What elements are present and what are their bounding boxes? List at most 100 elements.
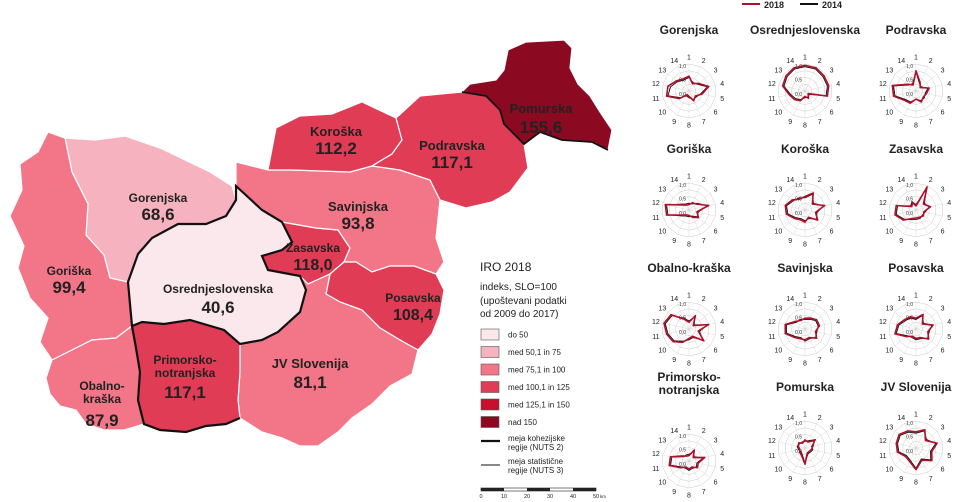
radar-axis-label-4-12: 13 [775, 186, 783, 193]
radar-spoke-3-13 [677, 185, 690, 211]
radar-spoke-1-6 [804, 90, 817, 116]
radar-spoke-2-2 [915, 74, 938, 92]
radar-axis-label-5-8: 9 [899, 238, 903, 245]
radar-spoke-0-2 [688, 74, 711, 92]
radar-axis-label-5-11: 12 [879, 200, 887, 207]
radar-title-8: Posavska [888, 261, 944, 275]
radar-axis-label-6-10: 11 [652, 334, 659, 341]
radar-spoke-10-3 [804, 441, 832, 449]
radar-ring-label-1-2: 0,0 [795, 92, 802, 98]
radar-spoke-1-8 [793, 90, 806, 116]
radar-axis-label-3-6: 7 [702, 238, 706, 245]
radar-axis-label-2-1: 2 [929, 58, 933, 65]
radar-axis-label-7-6: 7 [818, 357, 822, 364]
radar-axis-label-7-9: 10 [775, 348, 783, 355]
region-value-pomurska: 155,6 [520, 118, 563, 137]
radar-ring-label-7-0: 1,0 [795, 302, 802, 308]
radar-spoke-7-4 [804, 328, 832, 336]
radar-spoke-8-10 [889, 328, 917, 336]
radar-spoke-6-9 [667, 328, 690, 346]
radar-axis-label-11-10: 11 [879, 453, 886, 460]
radar-spoke-9-4 [688, 460, 716, 468]
radar-spoke-9-8 [677, 460, 690, 486]
legend-class-label-4: med 125,1 in 150 [508, 401, 570, 410]
radar-ring-label-5-2: 0,0 [906, 211, 913, 217]
radar-spoke-11-4 [915, 447, 943, 455]
legend-class-label-1: med 50,1 in 75 [508, 348, 561, 357]
radar-spoke-3-6 [688, 209, 701, 235]
radar-axis-label-11-8: 9 [899, 476, 903, 483]
radar-axis-label-8-6: 7 [929, 357, 933, 364]
radar-axis-label-9-5: 6 [714, 480, 718, 487]
radar-axis-label-5-2: 3 [941, 186, 945, 193]
radar-axis-label-1-0: 1 [803, 55, 807, 62]
radar-spoke-0-11 [662, 84, 690, 92]
radar-spoke-11-1 [915, 423, 928, 449]
radar-series-2014-1 [783, 66, 828, 100]
radar-spoke-6-11 [662, 322, 690, 330]
radar-spoke-7-1 [804, 304, 817, 330]
radar-spoke-8-3 [915, 322, 943, 330]
radar-spoke-4-4 [804, 209, 832, 217]
legend-swatch-0 [480, 328, 500, 341]
radar-axis-label-2-6: 7 [929, 119, 933, 126]
radar-spoke-2-1 [915, 66, 928, 92]
radar-series-2018-6 [663, 313, 710, 344]
radar-axis-label-8-12: 13 [886, 305, 894, 312]
radar-spoke-0-3 [688, 84, 716, 92]
radar-axis-label-3-0: 1 [687, 174, 691, 181]
radar-title-9: Primorsko-notranjska [657, 370, 720, 397]
radar-series-2018-3 [664, 201, 710, 219]
radar-axis-label-10-3: 4 [836, 438, 840, 445]
radar-spoke-3-3 [688, 203, 716, 211]
radar-axis-label-3-13: 14 [670, 177, 678, 184]
radar-axis-label-1-12: 13 [775, 67, 783, 74]
legend-class-label-3: med 100,1 in 125 [508, 383, 570, 392]
radar-axis-label-3-10: 11 [652, 215, 659, 222]
radar-axis-label-10-11: 12 [768, 438, 776, 445]
radar-axis-label-5-10: 11 [879, 215, 886, 222]
radar-axis-label-6-12: 13 [659, 305, 667, 312]
radar-spoke-5-2 [915, 193, 938, 211]
radar-spoke-7-8 [793, 328, 806, 354]
radar-spoke-0-6 [688, 90, 701, 116]
radar-axis-label-8-10: 11 [879, 334, 886, 341]
legend-note-1: (upoštevani podatki [480, 296, 567, 307]
radar-axis-label-5-0: 1 [914, 174, 918, 181]
radar-axis-label-8-9: 10 [886, 348, 894, 355]
radar-axis-label-4-7: 8 [803, 242, 807, 249]
radar-axis-label-6-3: 4 [720, 319, 724, 326]
radar-axis-label-6-1: 2 [702, 296, 706, 303]
radar-title-1: Osrednjeslovenska [750, 23, 860, 37]
radar-axis-label-10-1: 2 [818, 415, 822, 422]
radar-axis-label-3-12: 13 [659, 186, 667, 193]
legend-2014-label: 2014 [822, 0, 842, 10]
radar-axis-label-8-2: 3 [941, 305, 945, 312]
region-value-osrednjeslovenska: 40,6 [201, 298, 234, 317]
region-name-jv-slovenija: JV Slovenija [272, 356, 349, 371]
radar-spoke-4-6 [804, 209, 817, 235]
scale-tick-40: 40 [570, 494, 576, 500]
radar-axis-label-8-0: 1 [914, 293, 918, 300]
radar-axis-label-1-6: 7 [818, 119, 822, 126]
radar-axis-label-2-0: 1 [914, 55, 918, 62]
radar-axis-label-0-10: 11 [652, 96, 659, 103]
radar-spoke-9-10 [662, 460, 690, 468]
radar-axis-label-6-13: 14 [670, 296, 678, 303]
radar-ring-label-2-1: 0,5 [906, 78, 913, 84]
radar-axis-label-1-1: 2 [818, 58, 822, 65]
radar-axis-label-8-7: 8 [914, 361, 918, 368]
region-value-gorenjska: 68,6 [141, 205, 174, 224]
radar-ring-label-7-1: 0,5 [795, 316, 802, 322]
radar-title-4: Koroška [781, 142, 829, 156]
radar-ring-label-5-1: 0,5 [906, 197, 913, 203]
radar-ring-label-0-2: 0,0 [679, 92, 686, 98]
radar-axis-label-7-7: 8 [803, 361, 807, 368]
scale-bar: 0 10 20 30 40 50 km [479, 487, 606, 500]
radar-spoke-2-4 [915, 90, 943, 98]
radar-spoke-4-3 [804, 203, 832, 211]
radar-axis-label-3-1: 2 [702, 177, 706, 184]
radar-ring-label-8-0: 1,0 [906, 302, 913, 308]
radar-axis-label-9-2: 3 [714, 437, 718, 444]
